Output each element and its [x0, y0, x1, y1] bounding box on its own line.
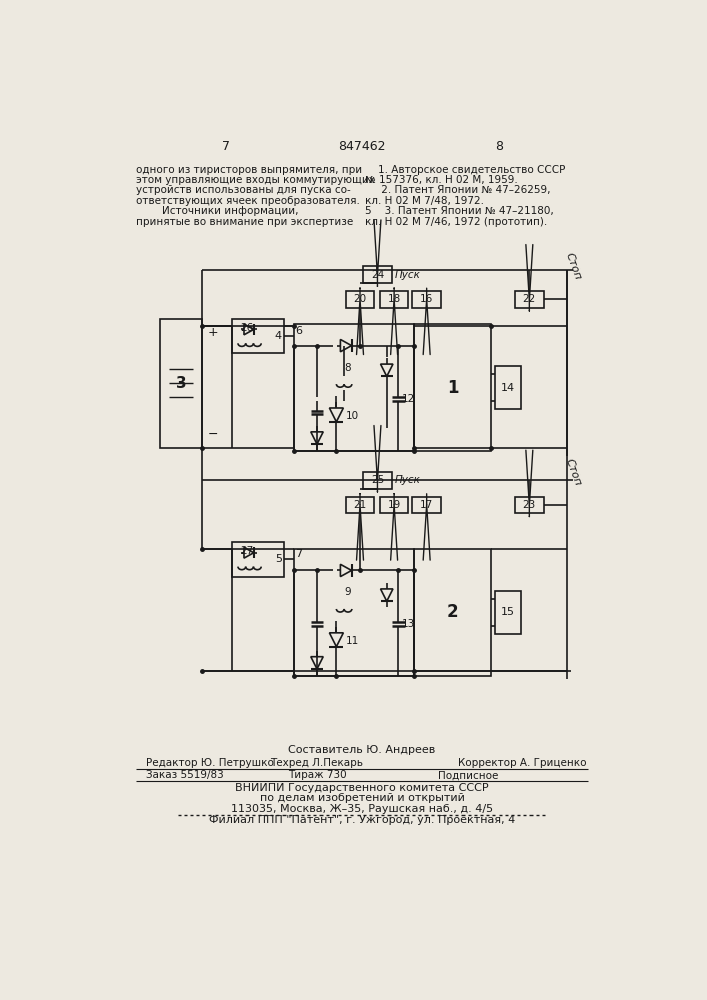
Text: Филиал ППП "Патент", г. Ужгород, ул. Проектная, 4: Филиал ППП "Патент", г. Ужгород, ул. Про… — [209, 815, 515, 825]
Bar — [414, 324, 491, 451]
Text: 10: 10 — [346, 411, 358, 421]
Text: Корректор А. Гриценко: Корректор А. Гриценко — [458, 758, 587, 768]
Text: 4: 4 — [275, 331, 282, 341]
Text: 5: 5 — [275, 554, 282, 564]
Text: Источники информации,: Источники информации, — [136, 206, 299, 216]
Bar — [412, 291, 441, 308]
Text: 5    3. Патент Японии № 47–21180,: 5 3. Патент Японии № 47–21180, — [365, 206, 554, 216]
Bar — [495, 366, 521, 409]
Text: 13: 13 — [402, 619, 416, 629]
Text: 23: 23 — [522, 500, 536, 510]
Text: Составитель Ю. Андреев: Составитель Ю. Андреев — [288, 745, 436, 755]
Text: Тираж 730: Тираж 730 — [288, 770, 346, 780]
Bar — [363, 472, 392, 489]
Text: ответствующих ячеек преобразователя.: ответствующих ячеек преобразователя. — [136, 196, 361, 206]
Bar — [380, 497, 409, 513]
Text: −: − — [208, 428, 218, 441]
Text: 26: 26 — [240, 323, 254, 333]
Text: 22: 22 — [522, 294, 536, 304]
Text: 3: 3 — [175, 376, 187, 391]
Text: 25: 25 — [371, 475, 384, 485]
Text: 8: 8 — [495, 140, 503, 153]
Text: 15: 15 — [501, 607, 515, 617]
Text: +: + — [208, 326, 218, 339]
Text: Пуск: Пуск — [395, 475, 421, 485]
Text: 16: 16 — [420, 294, 433, 304]
Text: Редактор Ю. Петрушко: Редактор Ю. Петрушко — [146, 758, 274, 768]
Text: 21: 21 — [354, 500, 367, 510]
Text: кл. Н 02 М 7/46, 1972 (прототип).: кл. Н 02 М 7/46, 1972 (прототип). — [365, 217, 547, 227]
Bar — [232, 542, 284, 577]
Bar — [515, 291, 544, 308]
Text: 1. Авторское свидетельство СССР: 1. Авторское свидетельство СССР — [365, 165, 566, 175]
Text: этом управляющие входы коммутирующих: этом управляющие входы коммутирующих — [136, 175, 375, 185]
Text: 2: 2 — [447, 603, 458, 621]
Bar — [293, 549, 414, 676]
Text: 2. Патент Японии № 47–26259,: 2. Патент Японии № 47–26259, — [365, 185, 551, 195]
Text: 24: 24 — [371, 270, 384, 280]
Text: Пуск: Пуск — [395, 270, 421, 280]
Bar — [515, 497, 544, 513]
Bar — [495, 591, 521, 634]
Bar — [363, 266, 392, 283]
Bar — [414, 549, 491, 676]
Text: 8: 8 — [344, 363, 351, 373]
Text: принятые во внимание при экспертизе: принятые во внимание при экспертизе — [136, 217, 354, 227]
Text: Заказ 5519/83: Заказ 5519/83 — [146, 770, 224, 780]
Text: 18: 18 — [387, 294, 401, 304]
Text: 17: 17 — [420, 500, 433, 510]
Bar — [380, 291, 409, 308]
Text: 14: 14 — [501, 383, 515, 393]
Text: по делам изобретений и открытий: по делам изобретений и открытий — [259, 793, 464, 803]
Text: 9: 9 — [344, 587, 351, 597]
Text: 7: 7 — [221, 140, 230, 153]
Text: 12: 12 — [402, 394, 416, 404]
Text: Стоп: Стоп — [563, 251, 583, 281]
Bar — [293, 324, 414, 451]
Text: 20: 20 — [354, 294, 366, 304]
Text: 27: 27 — [240, 546, 254, 556]
Text: Подписное: Подписное — [438, 770, 498, 780]
Text: 11: 11 — [346, 636, 359, 646]
Text: 6: 6 — [296, 326, 303, 336]
Text: № 157376, кл. Н 02 М, 1959.: № 157376, кл. Н 02 М, 1959. — [365, 175, 518, 185]
Text: 7: 7 — [296, 549, 303, 559]
Text: кл. Н 02 М 7/48, 1972.: кл. Н 02 М 7/48, 1972. — [365, 196, 484, 206]
Text: 19: 19 — [387, 500, 401, 510]
Text: 113035, Москва, Ж–35, Раушская наб., д. 4/5: 113035, Москва, Ж–35, Раушская наб., д. … — [231, 804, 493, 814]
Bar — [232, 319, 284, 353]
Text: Стоп: Стоп — [563, 457, 583, 487]
Text: одного из тиристоров выпрямителя, при: одного из тиристоров выпрямителя, при — [136, 165, 363, 175]
Text: 1: 1 — [447, 379, 458, 397]
Bar — [160, 319, 202, 448]
Text: 847462: 847462 — [338, 140, 386, 153]
Bar — [346, 291, 374, 308]
Text: устройств использованы для пуска со-: устройств использованы для пуска со- — [136, 185, 351, 195]
Text: Техред Л.Пекарь: Техред Л.Пекарь — [271, 758, 363, 768]
Bar — [346, 497, 374, 513]
Text: ВНИИПИ Государственного комитета СССР: ВНИИПИ Государственного комитета СССР — [235, 783, 489, 793]
Bar — [412, 497, 441, 513]
